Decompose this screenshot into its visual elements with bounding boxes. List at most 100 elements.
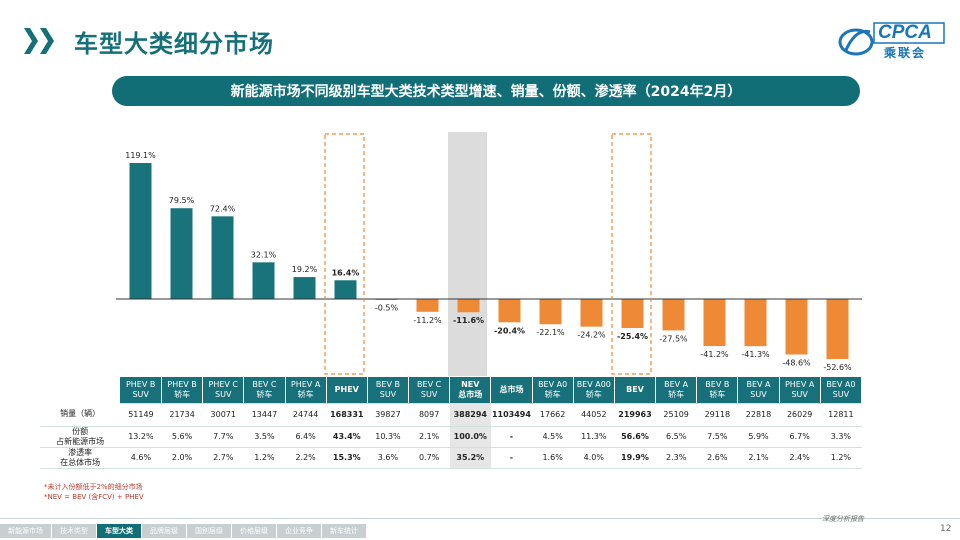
page-number: 12 xyxy=(940,524,952,534)
nav-item[interactable]: 价格层级 xyxy=(232,524,276,538)
column-header: PHEV xyxy=(326,377,368,404)
column-header-line: SUV xyxy=(750,389,767,399)
table-row: 份额 占新能源市场 13.2% 5.6% 7.7% 3.5% 6.4% 43.4% 10.3% 2… xyxy=(40,426,862,448)
table-cell: 10.3% xyxy=(367,426,409,448)
column-header-line: PHEV B xyxy=(125,379,156,389)
column-header-line: SUV xyxy=(215,389,232,399)
column-header-line: PHEV A xyxy=(784,379,815,389)
nav-item[interactable]: 国别层级 xyxy=(187,524,231,538)
column-header-line: 轿车 xyxy=(544,389,561,399)
column-header-line: 轿车 xyxy=(297,389,314,399)
table-cell: 4.6% xyxy=(120,447,162,469)
data-label: -27.5% xyxy=(659,334,688,343)
section-nav: 新能源市场 技术类型 车型大类 品牌层级 国别层级 价格层级 企业竞争 新车统计 xyxy=(0,524,367,538)
column-header-line: PHEV A xyxy=(290,379,321,389)
table-cell: - xyxy=(490,426,533,448)
bar xyxy=(211,216,234,299)
table-cell: 219963 xyxy=(614,403,656,427)
table-cell: 5.6% xyxy=(161,426,203,448)
data-label: -52.6% xyxy=(823,363,852,372)
table-cell: 2.4% xyxy=(779,447,821,469)
table-cell: 44052 xyxy=(573,403,615,427)
table-cell: 11.3% xyxy=(573,426,615,448)
nav-item[interactable]: 企业竞争 xyxy=(277,524,321,538)
nav-item[interactable]: 车型大类 xyxy=(97,524,141,538)
column-header-line: PHEV xyxy=(334,384,359,394)
bar xyxy=(662,299,685,331)
footnote: *NEV = BEV (含FCV) + PHEV xyxy=(44,493,144,501)
column-header-line: BEV B xyxy=(705,379,730,389)
column-header: BEV B SUV xyxy=(367,377,410,404)
table-cell: 2.1% xyxy=(737,447,780,469)
table-cell: 1.6% xyxy=(532,447,574,469)
footer-divider xyxy=(0,518,960,519)
table-cell: 4.0% xyxy=(573,447,615,469)
bar xyxy=(170,208,193,299)
column-header-line: PHEV B xyxy=(167,379,197,389)
data-label: -41.2% xyxy=(700,350,729,359)
table-cell: 2.0% xyxy=(161,447,203,469)
chart-title: 新能源市场不同级别车型大类技术类型增速、销量、份额、渗透率（2024年2月） xyxy=(230,84,742,100)
column-header-line: BEV A xyxy=(746,379,771,389)
chevron-icon xyxy=(24,28,38,54)
nav-item[interactable]: 品牌层级 xyxy=(142,524,186,538)
bar xyxy=(498,299,521,323)
column-header-line: SUV xyxy=(420,389,438,399)
data-label: -20.4% xyxy=(494,326,525,335)
footnote: *未计入份额低于2%的细分市场 xyxy=(44,483,143,491)
data-label: 72.4% xyxy=(210,204,236,213)
table-cell: 51149 xyxy=(120,403,162,427)
column-header: BEV A0 SUV xyxy=(820,377,863,404)
row-label-line: 在总体市场 xyxy=(60,457,101,467)
column-header-line: 总市场 xyxy=(458,389,483,399)
column-header: PHEV B SUV xyxy=(120,377,163,404)
highlight-shade xyxy=(448,132,487,376)
column-header: BEV xyxy=(614,377,657,404)
column-header-line: 轿车 xyxy=(668,389,685,399)
table-cell: 19.9% xyxy=(614,447,656,469)
table-cell: 12811 xyxy=(820,403,862,427)
table-cell: 168331 xyxy=(326,403,368,427)
data-label: -0.5% xyxy=(375,304,399,313)
table-cell: 6.4% xyxy=(285,426,327,448)
table-corner xyxy=(40,377,121,403)
bar xyxy=(293,277,316,299)
bar xyxy=(703,299,726,347)
bar-chart: 119.1% 79.5% 72.4% 32.1% 19.2% 16.4% -0.5% -11.… xyxy=(116,132,862,376)
table-cell: 1.2% xyxy=(820,447,862,469)
column-header-line: SUV xyxy=(832,389,850,399)
row-label-line: 渗透率 xyxy=(68,447,93,457)
bar xyxy=(129,163,152,299)
table-row: 渗透率 在总体市场 4.6% 2.0% 2.7% 1.2% 2.2% 15.3% 3.6% 0.7… xyxy=(40,447,862,469)
table-row: 销量（辆） 51149 21734 30071 13447 24744 168331 3982… xyxy=(40,403,862,427)
table-cell: 39827 xyxy=(367,403,409,427)
table-cell: 2.6% xyxy=(696,447,738,469)
nav-item[interactable]: 技术类型 xyxy=(52,524,96,538)
column-header: PHEV B 轿车 xyxy=(161,377,204,404)
row-label-line: 销量（辆） xyxy=(60,409,101,419)
table-cell: 43.4% xyxy=(326,426,368,448)
nav-item[interactable]: 新车统计 xyxy=(322,524,366,538)
column-header: BEV C SUV xyxy=(408,377,451,404)
table-cell: 100.0% xyxy=(449,426,491,448)
column-header-line: 轿车 xyxy=(256,389,273,399)
footnotes: *未计入份额低于2%的细分市场 *NEV = BEV (含FCV) + PHEV xyxy=(44,482,144,502)
column-header-line: BEV A0 xyxy=(826,379,856,389)
table-cell: 2.3% xyxy=(655,447,697,469)
table-cell: 1103494 xyxy=(490,403,533,427)
table-cell: 2.1% xyxy=(408,426,450,448)
table-cell: 3.3% xyxy=(820,426,862,448)
nav-item[interactable]: 新能源市场 xyxy=(0,524,51,538)
table-cell: 388294 xyxy=(449,403,491,427)
column-header: BEV A0 轿车 xyxy=(532,377,574,404)
data-label: 19.2% xyxy=(292,265,318,274)
data-label: -11.2% xyxy=(413,316,442,325)
data-label: -48.6% xyxy=(782,358,811,367)
table-cell: 2.7% xyxy=(202,447,244,469)
data-label: 32.1% xyxy=(251,250,277,259)
column-header-line: PHEV C xyxy=(208,379,239,389)
data-label: -22.1% xyxy=(536,328,565,337)
table-cell: 6.7% xyxy=(779,426,821,448)
highlight-box xyxy=(611,133,652,375)
bar xyxy=(621,299,644,329)
